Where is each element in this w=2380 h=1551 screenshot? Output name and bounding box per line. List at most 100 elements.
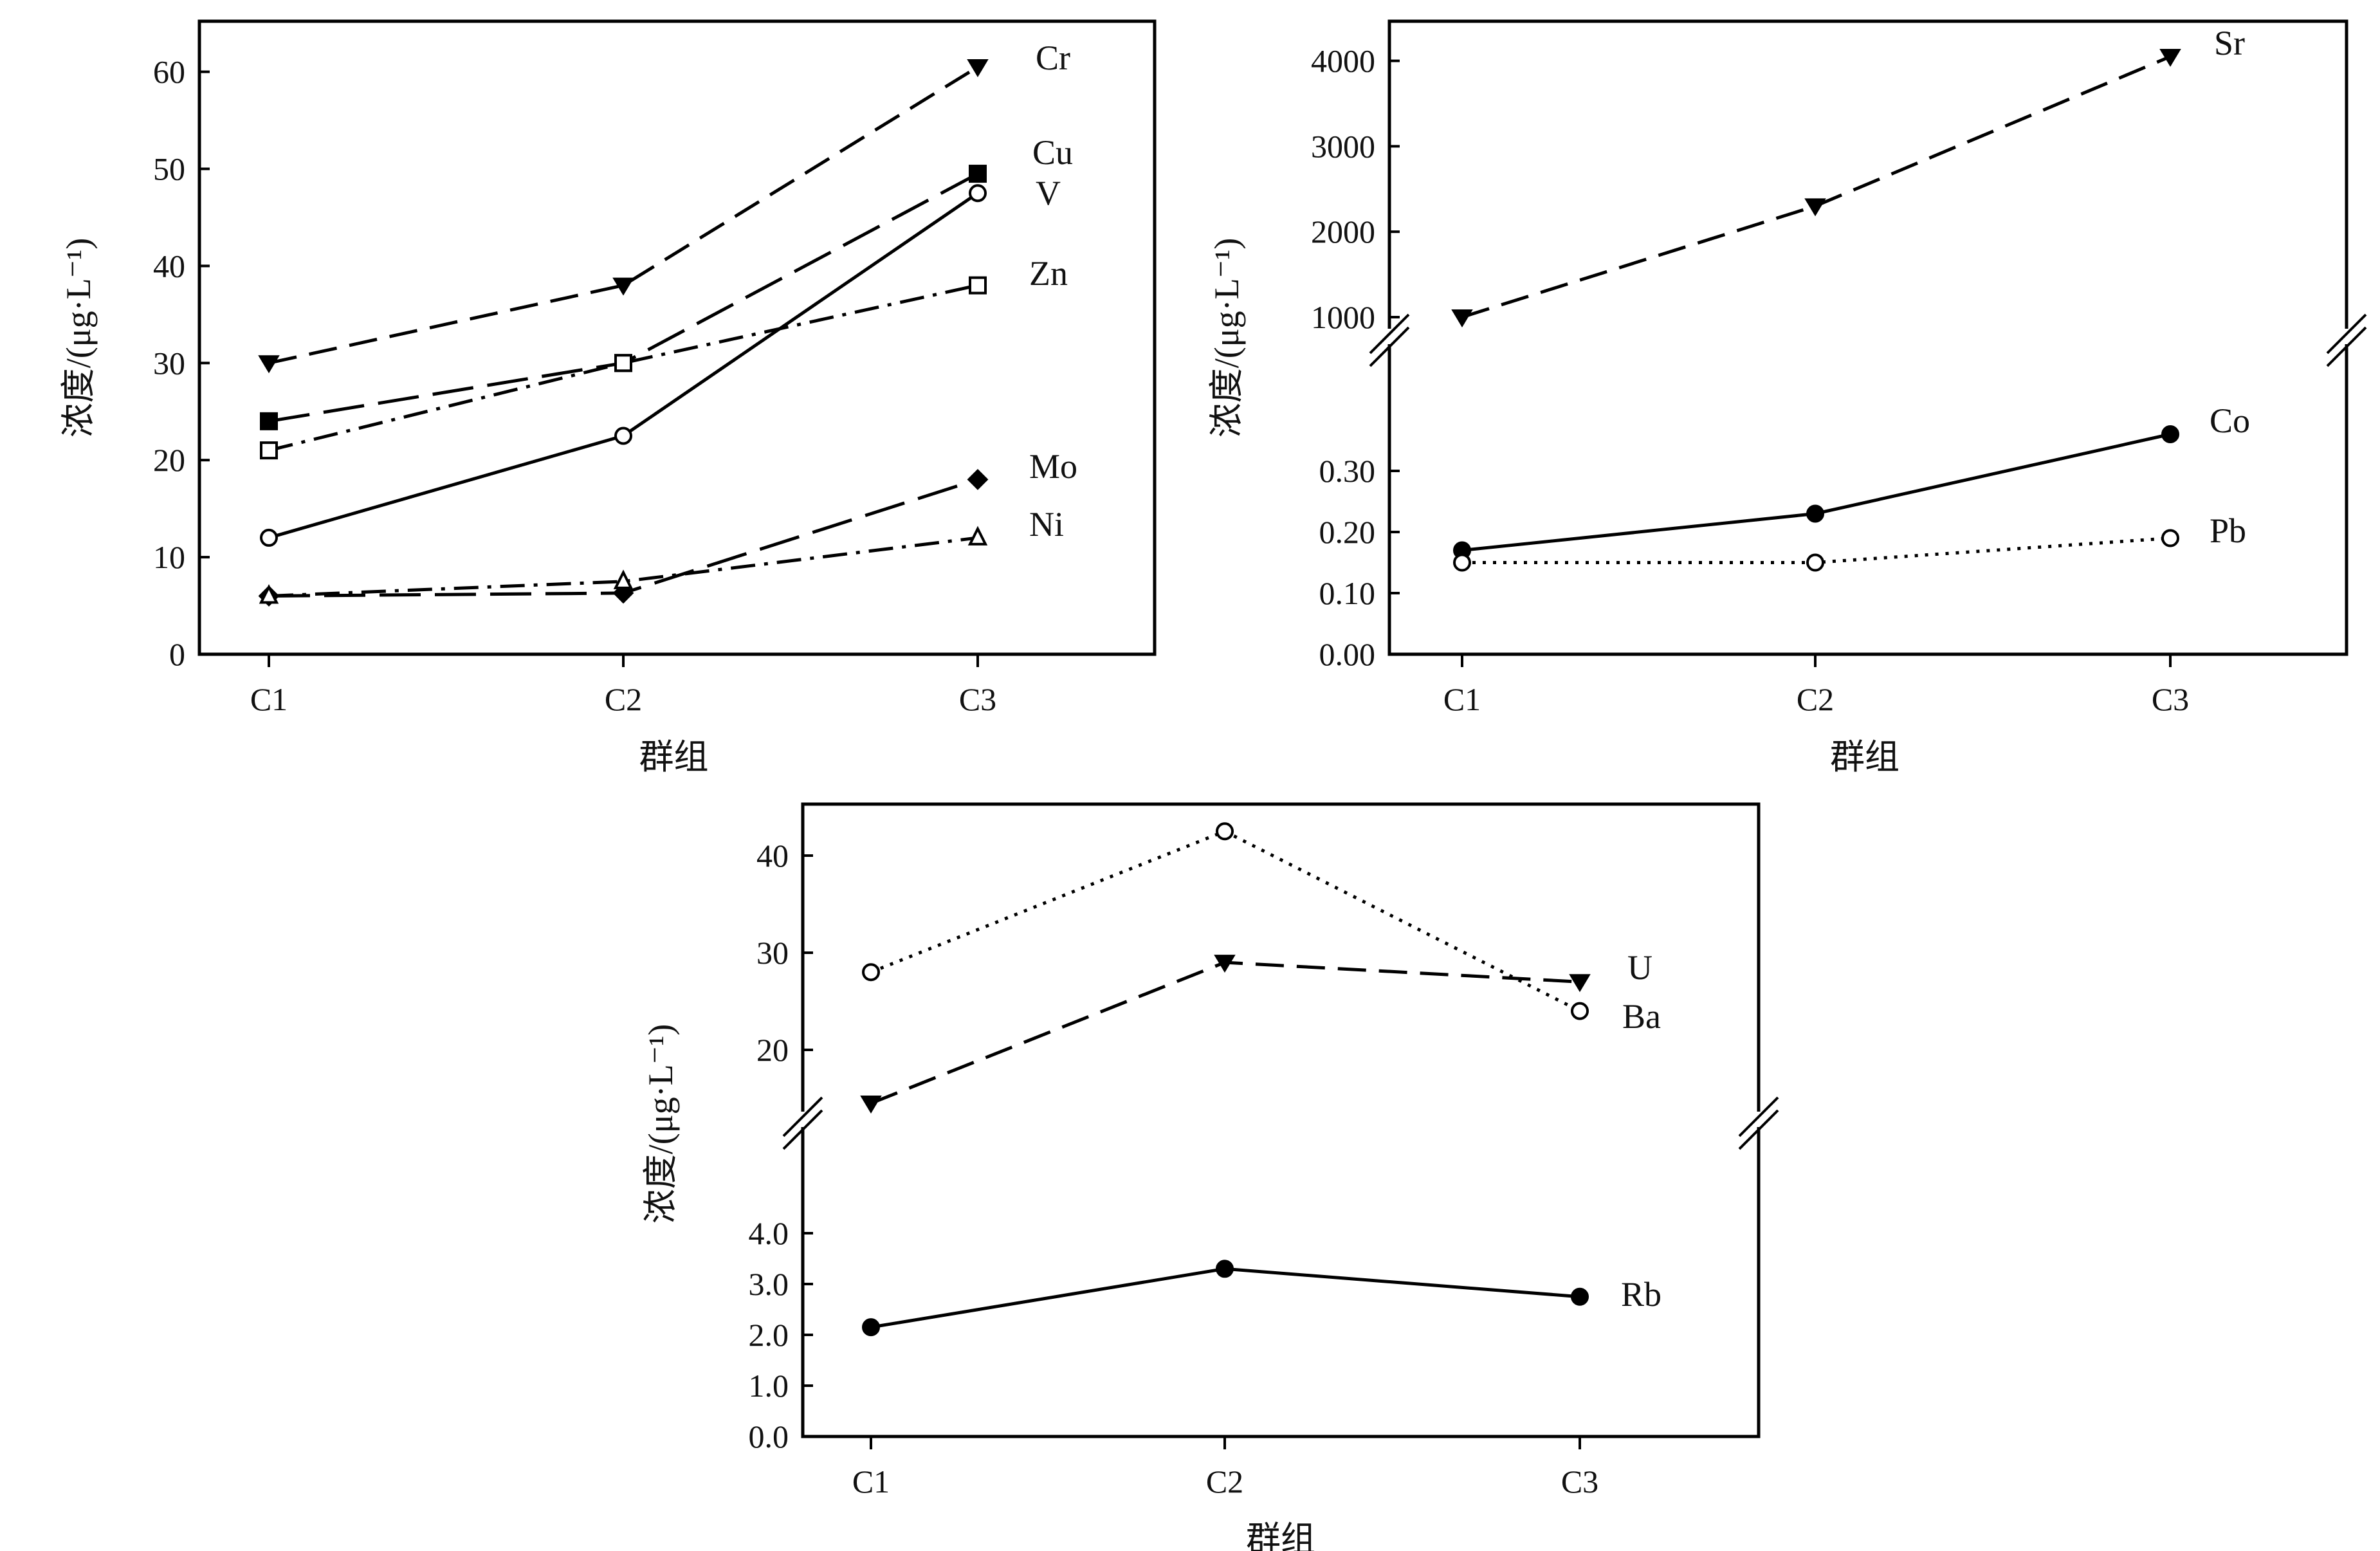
series-label-rb: Rb (1621, 1275, 1661, 1314)
series-label-pb: Pb (2210, 511, 2246, 550)
series-line-sr (1461, 55, 2171, 319)
y-tick-label: 2000 (1311, 214, 1375, 250)
data-point-co-c2 (1806, 504, 1824, 523)
series-label-v: V (1036, 174, 1061, 212)
series-label-mo: Mo (1029, 447, 1077, 486)
x-tick-label-c2: C2 (1206, 1464, 1243, 1500)
series-label-co: Co (2210, 401, 2250, 440)
data-point-ni-c1 (259, 583, 279, 604)
data-point-mo-c3 (967, 468, 989, 490)
series-label-zn: Zn (1029, 254, 1068, 293)
y-axis-title: 浓度/(μg·L⁻¹) (59, 238, 98, 438)
data-point-ni-c3 (967, 526, 988, 546)
data-point-pb-c2 (1806, 553, 1824, 572)
data-point-u-c3 (1569, 974, 1591, 993)
data-point-cu-c1 (260, 412, 278, 430)
data-point-pb-c3 (2161, 529, 2179, 547)
data-point-u-c2 (1214, 955, 1236, 973)
x-tick-label-c3: C3 (959, 681, 996, 717)
x-axis-title: 群组 (1246, 1520, 1315, 1551)
plot-frame (1387, 19, 2348, 656)
data-point-sr-c3 (2159, 48, 2181, 67)
y-tick-label: 0.20 (1319, 514, 1376, 550)
x-tick-label-c3: C3 (2152, 681, 2189, 717)
series-line-cu (268, 172, 979, 423)
series-line-zn (268, 284, 978, 452)
x-axis-title: 群组 (1830, 738, 1899, 776)
x-tick-label-c2: C2 (1797, 681, 1834, 717)
series-line-u (870, 960, 1580, 1105)
y-tick-label: 0.30 (1319, 453, 1376, 489)
x-tick-label-c1: C1 (250, 681, 288, 717)
y-tick-label: 0.0 (749, 1418, 789, 1455)
y-tick-label: 40 (153, 248, 185, 284)
data-point-v-c2 (614, 427, 632, 445)
y-tick-label: 20 (756, 1032, 789, 1068)
data-point-ba-c2 (1216, 822, 1234, 841)
y-tick-label: 2.0 (749, 1317, 789, 1353)
axis-break-mark (2326, 313, 2367, 354)
series-line-cr (268, 65, 979, 365)
plot-frame (801, 802, 1761, 1438)
chart-panel-2: 1000 2000 3000 4000 0.00 0.10 0.20 0.30 C1 C2 C3 群组… (1207, 19, 2367, 776)
y-tick-label: 4000 (1311, 43, 1375, 79)
y-tick-label: 0.00 (1319, 636, 1376, 672)
axis-break-mark (782, 1096, 823, 1137)
series-label-ni: Ni (1029, 505, 1064, 544)
y-tick-label: 40 (756, 838, 789, 874)
data-point-v-c1 (260, 528, 278, 547)
axis-break-mark (1369, 313, 1410, 354)
data-point-u-c1 (860, 1096, 882, 1114)
y-tick-label: 20 (153, 442, 185, 478)
data-point-cr-c2 (612, 277, 634, 296)
data-point-ni-c2 (613, 569, 634, 589)
y-tick-label: 3000 (1311, 128, 1375, 164)
series-label-cu: Cu (1032, 133, 1073, 172)
data-point-sr-c1 (1451, 309, 1473, 327)
data-point-rb-c3 (1571, 1287, 1589, 1306)
y-tick-label: 50 (153, 151, 185, 187)
y-tick-label: 3.0 (749, 1266, 789, 1302)
series-line-co (1461, 432, 2171, 552)
y-tick-label: 30 (756, 935, 789, 971)
axis-break-mark (1369, 326, 1410, 367)
data-point-v-c3 (969, 184, 987, 203)
axis-break-mark (1738, 1109, 1779, 1150)
axis-break-mark (782, 1109, 823, 1150)
data-point-ba-c1 (862, 963, 880, 982)
axis-break-mark (1738, 1096, 1779, 1137)
y-axis-title: 浓度/(μg·L⁻¹) (1207, 238, 1246, 438)
series-label-u: U (1627, 948, 1652, 987)
y-tick-label: 30 (153, 345, 185, 381)
data-point-zn-c3 (969, 276, 987, 295)
data-point-cu-c3 (969, 165, 987, 183)
data-point-rb-c2 (1216, 1260, 1234, 1278)
data-point-pb-c1 (1453, 553, 1471, 572)
data-point-cr-c3 (967, 59, 989, 77)
series-line-ni (268, 536, 978, 598)
data-point-ba-c3 (1571, 1002, 1589, 1020)
y-tick-label: 0.10 (1319, 575, 1376, 611)
data-point-zn-c2 (614, 354, 632, 372)
data-point-cr-c1 (258, 355, 280, 374)
y-tick-label: 10 (153, 539, 185, 575)
y-tick-label: 4.0 (749, 1215, 789, 1251)
y-tick-label: 0 (169, 636, 185, 672)
x-tick-label-c2: C2 (605, 681, 642, 717)
data-point-co-c3 (2161, 425, 2179, 443)
y-tick-label: 60 (153, 54, 185, 90)
data-point-rb-c1 (862, 1318, 880, 1337)
data-point-zn-c1 (260, 441, 278, 460)
x-tick-label-c1: C1 (1443, 681, 1481, 717)
y-axis-title: 浓度/(μg·L⁻¹) (641, 1024, 680, 1224)
plot-frame (197, 19, 1157, 656)
data-point-sr-c2 (1804, 198, 1826, 217)
chart-panel-3: 20 30 40 0.0 1.0 2.0 3.0 4.0 C1 C2 C3 群组 浓度/(μg·L⁻¹)… (641, 802, 1779, 1551)
series-line-ba (870, 829, 1581, 1013)
y-tick-label: 1.0 (749, 1368, 789, 1404)
series-label-ba: Ba (1622, 997, 1661, 1036)
axis-break-mark (2326, 326, 2367, 367)
series-label-sr: Sr (2214, 24, 2245, 62)
x-axis-title: 群组 (639, 738, 709, 776)
